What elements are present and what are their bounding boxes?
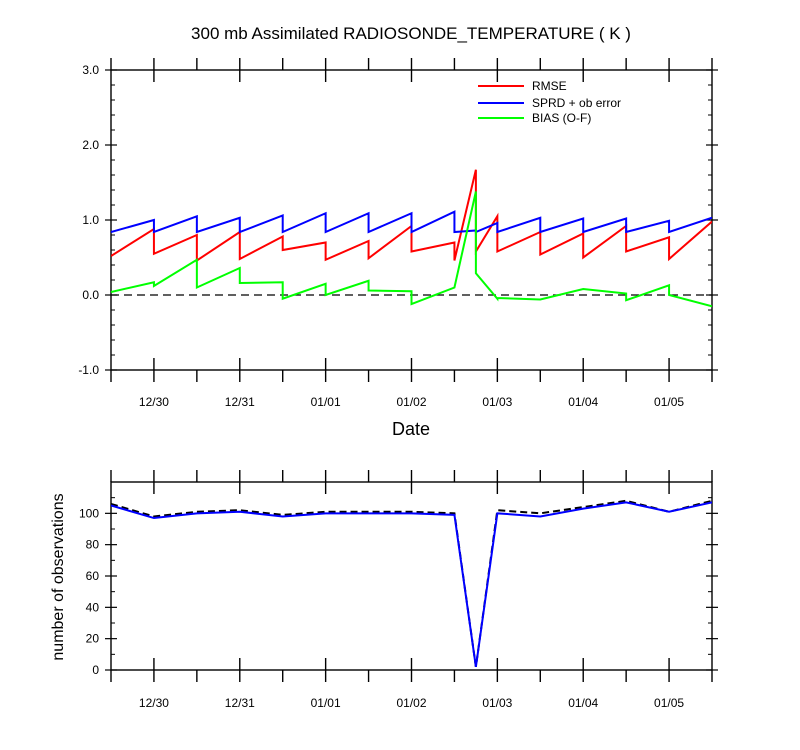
legend-label-sprd: SPRD + ob error bbox=[532, 96, 621, 110]
x-tick-label: 01/01 bbox=[311, 696, 341, 710]
x-tick-label: 12/30 bbox=[139, 696, 169, 710]
legend: RMSE SPRD + ob error BIAS (O-F) bbox=[478, 79, 621, 125]
plot-frame bbox=[110, 481, 713, 671]
chart-title: 300 mb Assimilated RADIOSONDE_TEMPERATUR… bbox=[191, 24, 631, 43]
series-line-obs-possible bbox=[111, 499, 712, 668]
series-line-bias-o-f bbox=[111, 191, 712, 308]
top-panel: -1.0 0.0 1.0 2.0 3.0 12/30 12/31 01/01 01/02 01/0… bbox=[78, 58, 718, 409]
y-tick-label: 3.0 bbox=[82, 63, 99, 77]
x-tick-label: 01/02 bbox=[396, 696, 426, 710]
y-tick-label: 0.0 bbox=[82, 288, 99, 302]
y-tick-label: 20 bbox=[86, 632, 100, 646]
x-tick-label: 01/01 bbox=[311, 395, 341, 409]
y-tick-label: 100 bbox=[79, 506, 99, 520]
x-tick-label: 01/03 bbox=[482, 696, 512, 710]
y-axis-label-observations: number of observations bbox=[50, 493, 67, 660]
y-tick-label: 0 bbox=[92, 663, 99, 677]
x-tick-label: 01/04 bbox=[568, 696, 598, 710]
bottom-panel: 0 20 40 60 80 100 12/30 12/31 01/01 01/02 01/03 01/… bbox=[79, 470, 718, 710]
x-axis-label: Date bbox=[392, 419, 430, 439]
y-tick-label: 80 bbox=[86, 538, 100, 552]
y-tick-label: 1.0 bbox=[82, 213, 99, 227]
x-tick-label: 01/05 bbox=[654, 696, 684, 710]
legend-label-bias: BIAS (O-F) bbox=[532, 111, 591, 125]
x-tick-label: 01/03 bbox=[482, 395, 512, 409]
y-tick-label: 60 bbox=[86, 569, 100, 583]
y-tick-label: 40 bbox=[86, 600, 100, 614]
x-tick-label: 12/30 bbox=[139, 395, 169, 409]
y-tick-label: 2.0 bbox=[82, 138, 99, 152]
y-tick-label: -1.0 bbox=[78, 363, 99, 377]
series-line-rmse bbox=[111, 169, 712, 263]
x-tick-label: 12/31 bbox=[225, 696, 255, 710]
x-tick-label: 01/04 bbox=[568, 395, 598, 409]
x-tick-label: 01/05 bbox=[654, 395, 684, 409]
x-tick-label: 01/02 bbox=[396, 395, 426, 409]
legend-label-rmse: RMSE bbox=[532, 79, 567, 93]
x-tick-label: 12/31 bbox=[225, 395, 255, 409]
series-line-obs-used bbox=[111, 501, 712, 668]
series-line-sprd-ob-error bbox=[111, 210, 712, 234]
